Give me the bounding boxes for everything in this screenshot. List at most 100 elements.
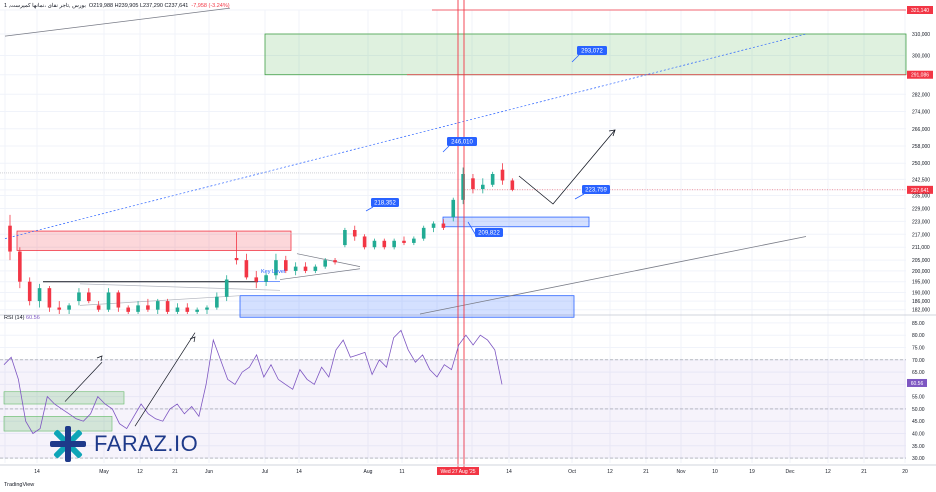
candle-body (372, 240, 377, 248)
projection-path (518, 129, 616, 205)
candle-body (27, 281, 32, 302)
rsi-arrow-1-head (96, 355, 103, 362)
candle-body (343, 229, 347, 246)
price-change: -7,958 (-3.24%) (191, 3, 230, 9)
rsi-arrow-1 (64, 361, 103, 402)
candle-body (244, 260, 249, 278)
price-tick-label: 205,000 (912, 258, 930, 264)
candle-body (412, 238, 416, 243)
candle-body (8, 225, 12, 252)
label-target-box (577, 46, 607, 55)
rsi-tick-label: 80.00 (912, 333, 925, 339)
time-tick-label: 11 (399, 469, 404, 475)
retest-zone (442, 216, 590, 228)
candle-body (382, 240, 387, 248)
candle-body (215, 296, 219, 308)
time-tick-label: 19 (749, 469, 755, 475)
time-tick-label: 12 (137, 469, 143, 475)
candle-body (461, 173, 465, 200)
rsi-label: RSI (14) (4, 315, 25, 321)
time-tick-label: May (99, 469, 109, 475)
supply-zone (16, 230, 292, 251)
rsi-value: 60.56 (26, 315, 40, 321)
candle-body (431, 223, 436, 228)
candle-body (284, 260, 288, 271)
candle-body (165, 301, 170, 312)
price-tick-label: 250,000 (912, 161, 930, 167)
symbol-name: 1 ,بورس ,تاجر نقای ،نمانها کمپرست (4, 3, 86, 9)
candle-body (293, 266, 298, 271)
label-support-2-box (582, 185, 610, 194)
candle-body (37, 288, 42, 302)
time-tick-label: Dec (786, 469, 795, 475)
rsi-arrow-2 (134, 332, 196, 427)
candle-body (490, 173, 495, 185)
rsi-line (3, 329, 503, 435)
price-tick-label: 223,000 (912, 219, 930, 225)
triangle-top-1 (79, 283, 281, 291)
triangle-top-2 (296, 253, 361, 267)
candle-body (471, 178, 475, 190)
price-tick-label: 237,641 (911, 188, 929, 194)
rsi-tag-label: 60.56 (911, 381, 924, 387)
candle-body (441, 223, 446, 228)
candle-body (185, 307, 190, 312)
time-tick-label: Oct (568, 469, 576, 475)
time-tick-label: 21 (172, 469, 178, 475)
tradingview-footer: TradingView (4, 482, 35, 488)
price-tick-label: 321,140 (911, 8, 929, 14)
symbol-header: 1 ,بورس ,تاجر نقای ،نمانها کمپرست O219,9… (4, 3, 230, 9)
price-tick-label: 229,000 (912, 206, 930, 212)
candle-body (362, 236, 367, 248)
candle-body (402, 240, 406, 243)
label-key-level: Key Level (261, 269, 285, 275)
candle-body (106, 292, 111, 310)
price-tick-label: 282,000 (912, 92, 930, 98)
asterisk-logo-icon (50, 426, 86, 462)
candle-body (392, 240, 396, 248)
price-tick-label: 186,000 (912, 299, 930, 305)
price-tick-label: 274,000 (912, 110, 930, 116)
candle-body (333, 260, 337, 263)
price-tag-bg (907, 185, 933, 194)
time-tick-label: 10 (712, 469, 718, 475)
rsi-zone-upper (3, 391, 125, 405)
dashed-trendline (4, 33, 807, 239)
candle-body (205, 307, 209, 310)
price-tick-label: 258,000 (912, 144, 930, 150)
triangle-bottom-2 (279, 268, 361, 280)
label-support-1-pointer (365, 206, 374, 212)
rsi-header: RSI (14) 60.56 (4, 315, 40, 321)
rsi-tick-label: 65.00 (912, 370, 925, 376)
candle-body (175, 307, 180, 312)
label-target: 293,072 (581, 49, 603, 55)
price-tick-label: 211,000 (912, 245, 930, 251)
price-tick-label: 200,000 (912, 269, 930, 275)
price-tick-label: 190,000 (912, 290, 930, 296)
rsi-tag-bg (907, 378, 927, 387)
candle-body (313, 266, 318, 271)
candle-body (77, 292, 81, 302)
ohlc-values: O219,988 H239,905 L237,290 C237,641 (88, 3, 189, 9)
candle-body (96, 305, 101, 310)
rsi-tick-label: 40.00 (912, 432, 925, 438)
date-tag-bg (437, 467, 479, 475)
price-tag-bg (907, 6, 933, 14)
candle-body (481, 184, 485, 190)
price-tick-label: 235,000 (912, 194, 930, 200)
rsi-tick-label: 30.00 (912, 456, 925, 462)
candle-body (234, 257, 239, 261)
triangle-bottom-1 (79, 295, 241, 306)
demand-zone (239, 295, 575, 318)
time-tick-label: Nov (677, 469, 686, 475)
candle-body (126, 307, 130, 312)
label-support-3-box (475, 228, 503, 237)
candle-body (67, 305, 71, 310)
label-support-2-pointer (574, 193, 585, 200)
rsi-tick-label: 50.00 (912, 407, 925, 413)
candle-body (303, 266, 308, 271)
label-support-2: 223,759 (585, 188, 607, 194)
candle-body (57, 307, 62, 310)
candle-body (87, 292, 91, 302)
